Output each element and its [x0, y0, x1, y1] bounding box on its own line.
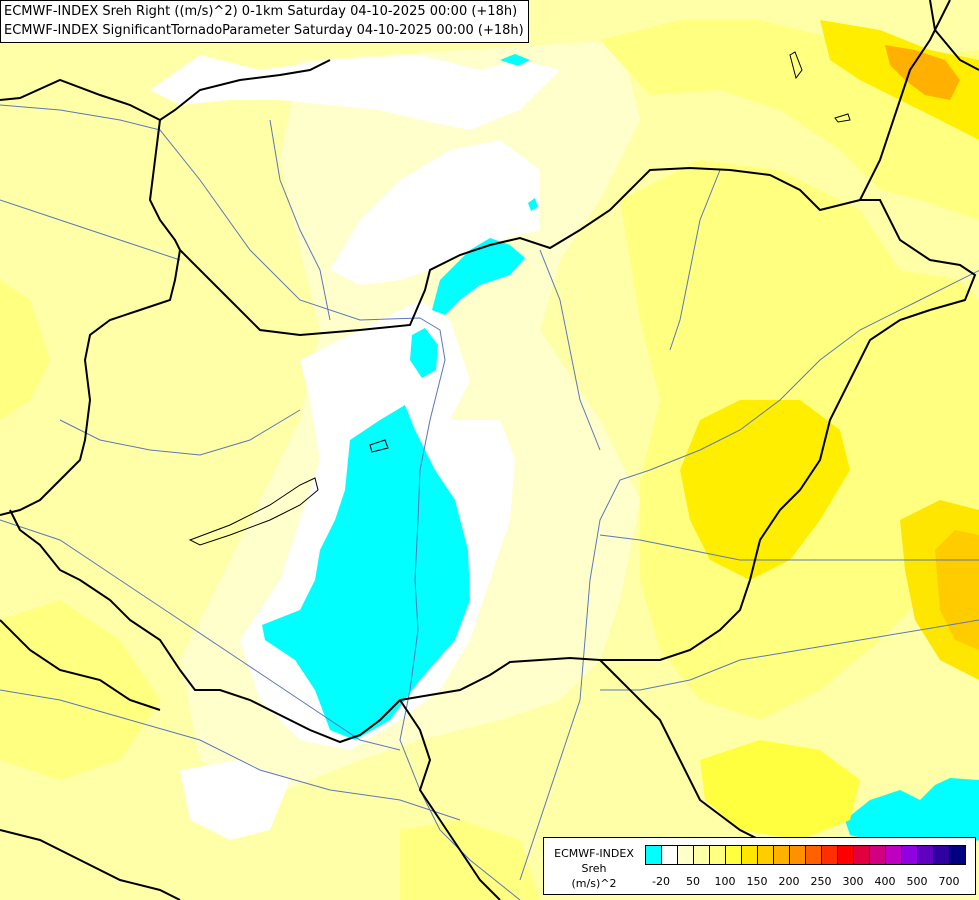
yellow-zone-northeast2: [820, 20, 979, 140]
legend-swatch: [901, 845, 918, 865]
yellow-zone-west: [0, 280, 50, 420]
river-koros: [599, 534, 979, 561]
river-zagyva: [539, 249, 601, 451]
white-zone-top: [150, 55, 560, 130]
yellow-zone-southwest: [0, 600, 160, 780]
gold-zone-east: [680, 400, 850, 580]
border-serbia: [399, 699, 501, 900]
river-sava: [0, 689, 461, 821]
legend-swatch: [869, 845, 886, 865]
legend-tick-label: 50: [686, 875, 700, 888]
lake-balaton: [188, 477, 319, 546]
cyan-zone-top: [500, 54, 530, 66]
legend-tick-label: 400: [874, 875, 896, 888]
lake-small-1: [369, 439, 389, 453]
legend-label-line-1: ECMWF-INDEX: [554, 847, 634, 860]
river-danube: [0, 104, 521, 900]
cyan-zone-north: [432, 238, 525, 315]
legend-tick-label: 150: [746, 875, 768, 888]
legend-swatch: [773, 845, 790, 865]
legend-swatch: [933, 845, 950, 865]
river-drava: [0, 519, 401, 751]
orange-zone-northeast: [885, 45, 960, 100]
border-slovakia-west: [148, 119, 181, 251]
legend-label: ECMWF-INDEX Sreh (m/s)^2: [548, 846, 640, 891]
cyan-zone-southeast: [845, 778, 979, 845]
rivers: [0, 104, 979, 900]
legend-swatch: [853, 845, 870, 865]
border-ukraine: [859, 0, 951, 201]
legend-tick-label: 250: [810, 875, 832, 888]
legend-tick-label: 500: [906, 875, 928, 888]
river-maros: [600, 619, 979, 691]
legend-tick-label: -20: [652, 875, 670, 888]
border-hungary: [9, 166, 977, 744]
legend-swatch: [805, 845, 822, 865]
white-zone-southwest: [180, 760, 290, 840]
border-romania: [599, 659, 781, 851]
white-zone-north: [330, 140, 540, 285]
legend-swatch: [661, 845, 678, 865]
border-croatia: [0, 619, 161, 711]
legend-swatch: [949, 845, 966, 865]
river-hernad: [669, 169, 721, 351]
border-north: [0, 59, 331, 122]
cyan-zone-main: [262, 405, 470, 740]
legend-tick-label: 700: [938, 875, 960, 888]
map-title-box: ECMWF-INDEX Sreh Right ((m/s)^2) 0-1km S…: [0, 0, 529, 43]
border-austria: [0, 249, 181, 516]
lake-small-2: [834, 113, 851, 123]
map-title-line-1: ECMWF-INDEX Sreh Right ((m/s)^2) 0-1km S…: [4, 4, 518, 19]
legend-label-line-3: (m/s)^2: [571, 877, 617, 890]
cyan-zone-small2: [528, 198, 538, 211]
legend-swatch: [741, 845, 758, 865]
lake-small-3: [789, 51, 803, 80]
cyan-zone-small: [410, 328, 438, 378]
legend-swatch: [917, 845, 934, 865]
legend-swatch: [821, 845, 838, 865]
legend-tick-label: 100: [714, 875, 736, 888]
border-topright: [929, 0, 979, 71]
legend: ECMWF-INDEX Sreh (m/s)^2 -20 50 100 150 200 2…: [543, 837, 976, 895]
river-raba: [59, 409, 301, 456]
river-tisza: [519, 269, 979, 881]
legend-tick-label: 200: [778, 875, 800, 888]
legend-swatch: [757, 845, 774, 865]
legend-swatch: [725, 845, 742, 865]
yellow-zone-southeast: [700, 740, 860, 840]
legend-swatch: [885, 845, 902, 865]
legend-swatch: [693, 845, 710, 865]
lakes: [188, 51, 851, 546]
legend-label-line-2: Sreh: [581, 862, 607, 875]
map-title-line-2: ECMWF-INDEX SignificantTornadoParameter …: [4, 23, 524, 38]
legend-swatch: [677, 845, 694, 865]
river-west: [0, 199, 181, 261]
river-north: [269, 119, 331, 321]
legend-swatch: [709, 845, 726, 865]
legend-swatch: [645, 845, 662, 865]
legend-swatch: [837, 845, 854, 865]
legend-swatch: [789, 845, 806, 865]
border-southwest: [0, 829, 181, 900]
legend-tick-label: 300: [842, 875, 864, 888]
